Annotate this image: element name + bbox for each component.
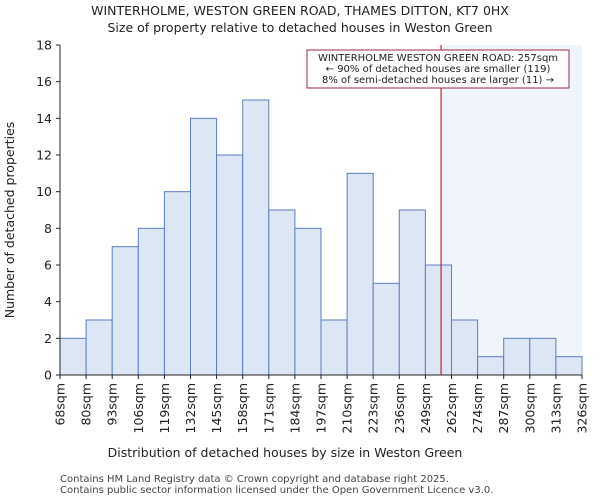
bar-300sqm (529, 337, 557, 376)
y-tick-label: 6 (44, 258, 52, 273)
x-tick-label: 223sqm (366, 383, 381, 433)
x-tick-label: 145sqm (209, 383, 224, 433)
x-tick-label: 287sqm (496, 383, 511, 433)
footer-line-2: Contains public sector information licen… (60, 485, 494, 496)
x-tick-label: 236sqm (392, 383, 407, 433)
bar-236sqm (398, 209, 426, 376)
x-tick-label: 171sqm (261, 383, 276, 433)
bar-145sqm (216, 154, 244, 376)
x-tick-label: 249sqm (418, 383, 433, 433)
bar-106sqm (137, 227, 165, 376)
bar-93sqm (111, 246, 139, 376)
chart-title: WINTERHOLME, WESTON GREEN ROAD, THAMES D… (91, 3, 509, 18)
x-tick-label: 106sqm (131, 383, 146, 433)
annotation-border (306, 49, 570, 89)
x-axis-label: Distribution of detached houses by size … (108, 445, 463, 460)
x-tick-label: 119sqm (157, 383, 172, 433)
bar-274sqm (477, 356, 505, 376)
x-tick-label: 93sqm (105, 383, 120, 426)
y-tick-label: 16 (36, 74, 52, 89)
y-tick-label: 14 (36, 111, 52, 126)
bar-197sqm (320, 319, 348, 376)
bar-132sqm (190, 117, 218, 376)
y-tick-label: 4 (44, 294, 52, 309)
bars-group (59, 99, 583, 376)
x-tick-label: 80sqm (79, 383, 94, 426)
x-tick-label: 184sqm (287, 383, 302, 433)
bar-210sqm (346, 172, 374, 376)
y-tick-label: 0 (44, 368, 52, 383)
y-tick-label: 8 (44, 221, 52, 236)
y-axis-label: Number of detached properties (2, 122, 17, 319)
x-tick-label: 210sqm (340, 383, 355, 433)
bar-223sqm (372, 282, 400, 376)
y-axis-ticks: 0 2 4 6 8 10 12 14 16 18 (36, 38, 60, 383)
chart-subtitle: Size of property relative to detached ho… (107, 20, 493, 35)
x-tick-label: 68sqm (53, 383, 68, 426)
bar-287sqm (503, 337, 531, 376)
x-tick-label: 262sqm (444, 383, 459, 433)
bar-313sqm (555, 356, 583, 376)
x-axis-ticks: 68sqm 80sqm 93sqm 106sqm 119sqm 132sqm 145sqm 1… (53, 375, 590, 433)
bar-68sqm (59, 337, 87, 376)
x-tick-label: 274sqm (470, 383, 485, 433)
y-tick-label: 12 (36, 148, 52, 163)
y-tick-label: 18 (36, 38, 52, 53)
y-tick-label: 10 (36, 184, 52, 199)
bar-80sqm (85, 319, 113, 376)
bar-184sqm (294, 227, 322, 376)
x-tick-label: 132sqm (183, 383, 198, 433)
x-tick-label: 197sqm (314, 383, 329, 433)
bar-249sqm (424, 264, 452, 376)
bar-158sqm (242, 99, 270, 376)
annotation-line-3: 8% of semi-detached houses are larger (1… (322, 75, 554, 86)
y-tick-label: 2 (44, 331, 52, 346)
x-tick-label: 158sqm (235, 383, 250, 433)
annotation-line-2: ← 90% of detached houses are smaller (11… (326, 64, 551, 75)
x-tick-label: 313sqm (548, 383, 563, 433)
annotation-line-1: WINTERHOLME WESTON GREEN ROAD: 257sqm (318, 53, 558, 64)
bar-262sqm (451, 319, 479, 376)
x-tick-label: 326sqm (575, 383, 590, 433)
bar-119sqm (163, 191, 191, 376)
bar-171sqm (268, 209, 296, 376)
annotation-box: WINTERHOLME WESTON GREEN ROAD: 257sqm ← … (306, 49, 570, 89)
footer-line-1: Contains HM Land Registry data © Crown c… (60, 474, 449, 485)
x-tick-label: 300sqm (522, 383, 537, 433)
